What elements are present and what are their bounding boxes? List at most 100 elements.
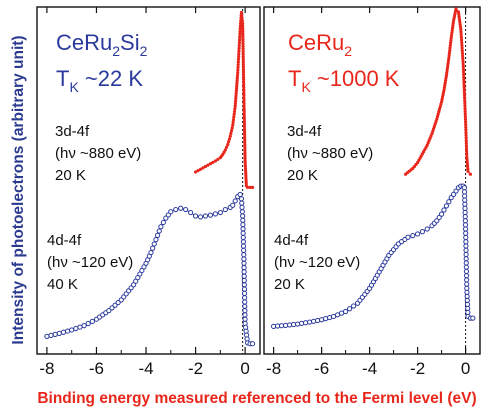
data-point — [243, 151, 247, 155]
data-point — [237, 43, 241, 48]
data-point — [447, 54, 451, 58]
data-point — [230, 202, 236, 208]
data-point — [241, 52, 245, 56]
data-point — [462, 209, 468, 216]
data-point — [463, 109, 467, 114]
data-point — [457, 15, 461, 19]
data-point — [464, 281, 470, 287]
data-point — [424, 226, 430, 232]
data-point — [227, 140, 231, 144]
data-point — [112, 302, 118, 308]
data-point — [242, 122, 247, 126]
data-point — [463, 256, 469, 262]
data-point — [238, 35, 242, 39]
data-point — [201, 166, 205, 170]
data-point — [444, 76, 448, 80]
data-point — [238, 30, 242, 34]
data-point — [244, 176, 248, 180]
data-point — [241, 29, 245, 33]
data-point — [463, 101, 467, 106]
data-point — [464, 133, 468, 137]
data-point — [241, 282, 247, 288]
data-point — [445, 66, 450, 70]
data-point — [463, 104, 467, 108]
data-point — [463, 99, 467, 103]
data-point — [183, 206, 189, 213]
data-point — [44, 333, 50, 339]
data-point — [447, 51, 451, 55]
series-4d-4f — [271, 183, 476, 329]
data-point — [231, 120, 235, 125]
data-point — [48, 332, 54, 338]
data-point — [442, 88, 446, 92]
data-point — [243, 135, 247, 139]
data-point — [235, 73, 240, 78]
data-point — [242, 111, 246, 116]
data-point — [236, 71, 240, 75]
data-point — [470, 315, 476, 321]
data-point — [299, 320, 305, 326]
data-point — [242, 96, 246, 100]
data-point — [449, 36, 453, 40]
data-point — [153, 237, 159, 243]
data-point — [454, 7, 458, 11]
data-point — [232, 112, 236, 116]
data-point — [462, 218, 468, 224]
data-point — [243, 138, 247, 142]
data-point — [69, 327, 75, 333]
spectrum-annotation-line: 4d-4f — [274, 232, 309, 249]
data-point — [459, 35, 463, 39]
data-point — [466, 164, 470, 169]
data-point — [463, 234, 469, 241]
data-point — [432, 127, 436, 131]
data-point — [240, 230, 246, 236]
data-point — [459, 32, 463, 37]
data-point — [242, 117, 246, 121]
data-point — [156, 228, 162, 234]
data-point — [243, 140, 247, 145]
data-point — [405, 234, 411, 240]
data-point — [229, 131, 233, 136]
kondo-temperature: TK ~22 K — [56, 66, 143, 95]
data-point — [241, 60, 245, 64]
data-point — [234, 94, 238, 98]
data-point — [463, 117, 468, 121]
data-point — [60, 329, 67, 335]
data-point — [231, 118, 236, 122]
data-point — [463, 243, 469, 249]
data-point — [462, 193, 468, 199]
data-point — [415, 231, 421, 237]
data-point — [446, 199, 452, 205]
data-point — [238, 196, 245, 202]
data-point — [217, 209, 223, 216]
data-point — [446, 64, 450, 68]
data-point — [464, 144, 469, 148]
data-point — [430, 132, 434, 136]
data-point — [236, 57, 241, 61]
data-point — [241, 72, 246, 77]
data-point — [89, 318, 95, 324]
x-tick-label: -4 — [362, 359, 377, 378]
data-point — [115, 299, 121, 306]
data-point — [64, 328, 71, 334]
data-point — [450, 28, 454, 33]
data-point — [448, 43, 452, 48]
x-tick-label: -6 — [314, 359, 329, 378]
data-point — [462, 91, 466, 95]
data-point — [240, 13, 244, 17]
spectrum-annotation-line: 3d-4f — [55, 123, 90, 140]
data-point — [234, 86, 239, 90]
data-point — [461, 185, 467, 191]
data-point — [463, 264, 469, 270]
data-point — [465, 162, 469, 166]
data-point — [242, 119, 246, 123]
data-point — [148, 249, 154, 256]
data-point — [465, 155, 469, 159]
data-point — [236, 68, 240, 72]
data-point — [461, 59, 465, 63]
spectrum-annotation-line: (hν ~880 eV) — [287, 145, 373, 162]
data-point — [239, 209, 245, 215]
spectrum-annotation-line: 3d-4f — [287, 123, 322, 140]
data-point — [250, 185, 255, 189]
data-point — [242, 125, 247, 129]
